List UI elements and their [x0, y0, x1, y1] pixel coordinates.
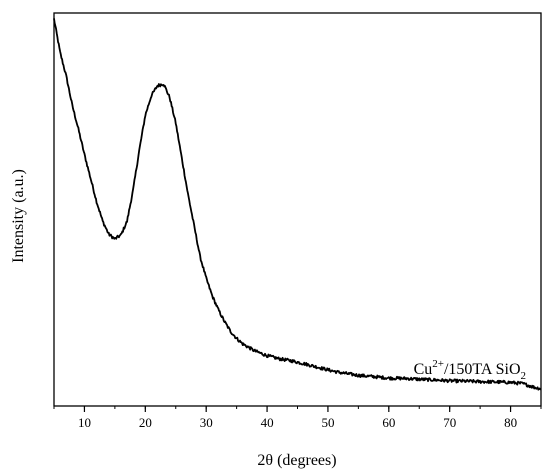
x-tick-label: 50	[321, 415, 334, 430]
legend-middle: /150TA SiO	[444, 361, 521, 378]
x-tick-label: 70	[443, 415, 456, 430]
x-tick-label: 40	[261, 415, 274, 430]
plot-frame	[53, 12, 542, 407]
series-line	[53, 18, 542, 391]
legend-base: Cu	[414, 361, 433, 378]
x-axis-title: 2θ (degrees)	[257, 452, 336, 469]
legend-label: Cu2+/150TA SiO2	[414, 358, 526, 382]
x-tick-label: 30	[200, 415, 213, 430]
plot-border	[53, 12, 542, 407]
x-tick-label: 80	[504, 415, 517, 430]
x-tick-label: 60	[382, 415, 395, 430]
legend-superscript: 2+	[432, 358, 444, 370]
x-tick-label: 10	[78, 415, 91, 430]
x-axis-tick-labels: 10 20 30 40 50 60 70 80	[78, 415, 517, 430]
legend-subscript: 2	[521, 370, 527, 382]
x-axis-ticks	[53, 406, 542, 412]
series-layer	[53, 18, 542, 391]
x-tick-label: 20	[139, 415, 152, 430]
y-axis-title: Intensity (a.u.)	[10, 169, 27, 263]
